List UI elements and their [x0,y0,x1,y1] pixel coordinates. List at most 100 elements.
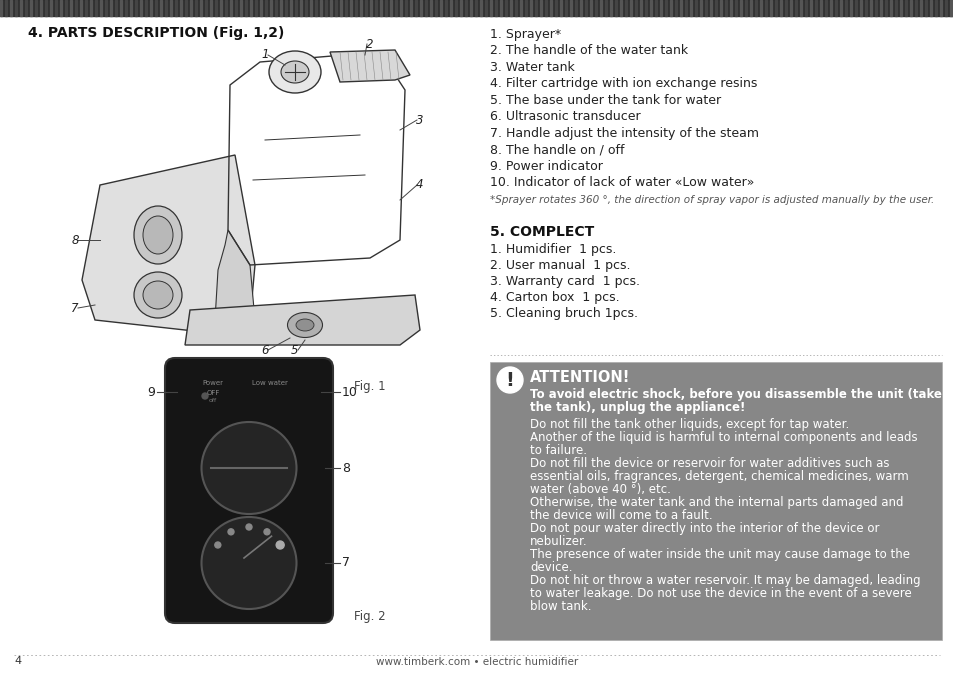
Text: 1. Sprayer*: 1. Sprayer* [490,28,560,41]
Bar [150,0,152,16]
Bar [294,0,297,16]
Bar [140,0,142,16]
Bar [840,0,841,16]
Bar [909,0,911,16]
Bar [604,0,607,16]
Bar [794,0,797,16]
Bar [359,0,362,16]
Text: 5. The base under the tank for water: 5. The base under the tank for water [490,94,720,107]
Ellipse shape [295,319,314,331]
Bar [370,0,372,16]
Bar [439,0,442,16]
Bar [535,0,537,16]
Bar [754,0,757,16]
Text: 4: 4 [416,178,423,192]
Text: 7: 7 [341,557,350,569]
Text: Do not pour water directly into the interior of the device or: Do not pour water directly into the inte… [530,522,879,535]
Text: nebulizer.: nebulizer. [530,535,587,548]
Bar [495,0,497,16]
Text: 6: 6 [261,343,269,357]
Bar [760,0,761,16]
Text: Fig. 2: Fig. 2 [354,610,385,623]
Polygon shape [214,230,254,335]
Text: 6. Ultrasonic transducer: 6. Ultrasonic transducer [490,110,640,124]
Bar [635,0,637,16]
Text: 2. The handle of the water tank: 2. The handle of the water tank [490,44,687,57]
Bar [314,0,317,16]
Bar [579,0,582,16]
Bar [65,0,68,16]
Bar [774,0,777,16]
Bar [234,0,237,16]
Circle shape [277,542,283,548]
Bar [319,0,322,16]
Bar [664,0,667,16]
Bar [659,0,661,16]
Bar [499,0,502,16]
Bar [874,0,877,16]
Bar [50,0,52,16]
Text: 3: 3 [416,114,423,127]
Bar [784,0,786,16]
Bar [649,0,652,16]
Bar [619,0,622,16]
Bar [729,0,732,16]
Bar [450,0,452,16]
Bar [40,0,43,16]
Bar [820,0,821,16]
Bar [225,0,227,16]
Bar [20,0,23,16]
Bar [310,0,313,16]
Circle shape [497,367,522,393]
Text: 5. COMPLECT: 5. COMPLECT [490,225,594,239]
Bar [709,0,712,16]
Bar [744,0,747,16]
Bar [834,0,837,16]
Bar [629,0,632,16]
Bar [490,0,492,16]
Bar [575,0,577,16]
Bar [180,0,182,16]
Circle shape [214,542,220,548]
Bar [30,0,32,16]
Bar [419,0,422,16]
Text: Otherwise, the water tank and the internal parts damaged and: Otherwise, the water tank and the intern… [530,496,902,509]
Text: 9: 9 [147,386,154,398]
Text: 4. PARTS DESCRIPTION (Fig. 1,2): 4. PARTS DESCRIPTION (Fig. 1,2) [28,26,284,40]
Bar [125,0,128,16]
Bar [110,0,112,16]
Bar [10,0,12,16]
Polygon shape [185,295,419,345]
Bar [859,0,862,16]
Bar [154,0,157,16]
Ellipse shape [201,422,296,514]
Bar [339,0,342,16]
Text: 10. Indicator of lack of water «Low water»: 10. Indicator of lack of water «Low wate… [490,176,754,190]
Circle shape [228,529,233,535]
Bar [70,0,72,16]
Bar [515,0,517,16]
Bar [764,0,767,16]
Ellipse shape [201,517,296,609]
Bar [679,0,681,16]
Bar [720,0,721,16]
Text: To avoid electric shock, before you disassemble the unit (take off: To avoid electric shock, before you disa… [530,388,953,401]
Text: 8: 8 [71,234,79,246]
Bar [270,0,273,16]
Text: the tank), unplug the appliance!: the tank), unplug the appliance! [530,401,744,414]
Text: 2: 2 [366,38,374,50]
Text: device.: device. [530,561,572,574]
Bar [904,0,906,16]
Bar [395,0,397,16]
Bar [924,0,926,16]
Bar [410,0,412,16]
Text: water (above 40 °), etc.: water (above 40 °), etc. [530,483,670,496]
Bar [929,0,931,16]
Text: Do not fill the tank other liquids, except for tap water.: Do not fill the tank other liquids, exce… [530,418,848,431]
Bar [564,0,567,16]
Text: Do not hit or throw a water reservoir. It may be damaged, leading: Do not hit or throw a water reservoir. I… [530,574,920,587]
Bar [944,0,946,16]
Bar [160,0,162,16]
Bar [584,0,587,16]
Bar [60,0,63,16]
